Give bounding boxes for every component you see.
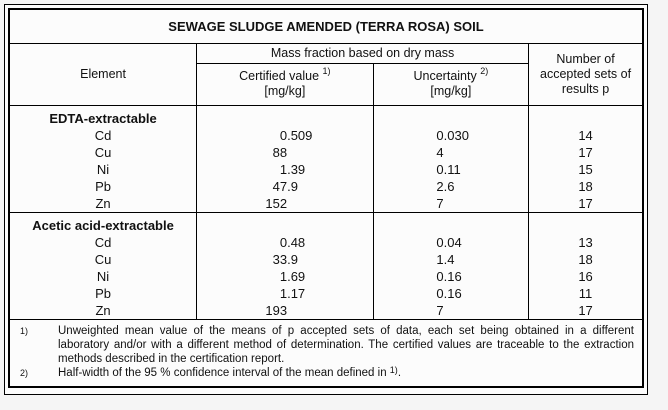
element-cell: Cu xyxy=(9,143,198,161)
element-cell: Pb xyxy=(9,284,198,302)
certified-value-cell: 47.9 xyxy=(196,177,374,195)
column-header-element: Element xyxy=(9,43,198,106)
accepted-sets-cell: 11 xyxy=(578,285,593,301)
accepted-sets-cell: 17 xyxy=(578,144,593,160)
accepted-sets-cell: 18 xyxy=(578,251,593,267)
uncertainty-cell: 7 xyxy=(373,194,530,212)
element-cell: Ni xyxy=(9,267,198,285)
table-row: Ni 1.39 0.11 15 xyxy=(9,160,643,178)
accepted-sets-cell: 14 xyxy=(578,127,593,143)
header-row-group: Element Mass fraction based on dry mass … xyxy=(9,43,643,106)
certified-value-cell xyxy=(196,211,374,234)
title-row: SEWAGE SLUDGE AMENDED (TERRA ROSA) SOIL xyxy=(9,9,643,44)
section-header-row: EDTA-extractable xyxy=(9,105,643,127)
uncertainty-cell: 2.6 xyxy=(373,177,530,195)
table-row: Cd 0.48 0.04 13 xyxy=(9,233,643,251)
header-row-sub: Certified value 1) [mg/kg] Uncertainty 2)… xyxy=(9,63,643,106)
document-frame: SEWAGE SLUDGE AMENDED (TERRA ROSA) SOIL … xyxy=(4,4,648,395)
section-header-row: Acetic acid-extractable xyxy=(9,211,643,234)
certified-value-cell: 33.9 xyxy=(196,250,374,268)
table-row: Zn 193 7 17 xyxy=(9,301,643,319)
element-cell: Cd xyxy=(9,233,198,251)
uncertainty-cell: 0.030 xyxy=(373,126,530,144)
certified-value-cell: 0.48 xyxy=(196,233,374,251)
column-header-accepted-sets: Number of accepted sets of results p xyxy=(528,43,643,106)
table-row: Cu 33.9 1.4 18 xyxy=(9,250,643,268)
uncertainty-cell: 0.11 xyxy=(373,160,530,178)
footnote-reference: 1) xyxy=(389,364,398,375)
column-header-mass-fraction: Mass fraction based on dry mass xyxy=(196,43,530,64)
table-row: Pb 47.9 2.6 18 xyxy=(9,177,643,195)
certified-value-cell: 88 xyxy=(196,143,374,161)
element-cell: Cu xyxy=(9,250,198,268)
certified-values-table: SEWAGE SLUDGE AMENDED (TERRA ROSA) SOIL … xyxy=(8,8,644,388)
uncertainty-cell: 0.16 xyxy=(373,267,530,285)
table-title: SEWAGE SLUDGE AMENDED (TERRA ROSA) SOIL xyxy=(9,9,643,44)
accepted-sets-cell xyxy=(529,105,643,127)
accepted-sets-cell: 13 xyxy=(578,234,593,250)
footnote-reference: 1) xyxy=(322,66,331,76)
element-cell: Pb xyxy=(9,177,198,195)
footnote: 2) Half-width of the 95 % confidence inte… xyxy=(14,364,634,380)
certified-value-cell: 193 xyxy=(196,301,374,319)
uncertainty-cell: 0.16 xyxy=(373,284,530,302)
column-header-certified-value: Certified value 1) [mg/kg] xyxy=(196,63,374,106)
header-label: Uncertainty xyxy=(413,69,481,83)
uncertainty-cell: 7 xyxy=(373,301,530,319)
header-unit: [mg/kg] xyxy=(264,84,306,98)
section-name: Acetic acid-extractable xyxy=(9,211,198,234)
certified-value-cell: 1.39 xyxy=(196,160,374,178)
certified-value-cell xyxy=(196,105,374,127)
uncertainty-cell: 0.04 xyxy=(373,233,530,251)
table-row: Cu 88 4 17 xyxy=(9,143,643,161)
element-cell: Cd xyxy=(9,126,198,144)
table-row: Zn 152 7 17 xyxy=(9,194,643,212)
header-label: Certified value xyxy=(239,69,323,83)
footnote-row: 1) Unweighted mean value of the means of … xyxy=(9,318,643,387)
footnote-marker: 1) xyxy=(20,325,29,336)
uncertainty-cell: 4 xyxy=(373,143,530,161)
certified-value-cell: 1.69 xyxy=(196,267,374,285)
table-row: Ni 1.69 0.16 16 xyxy=(9,267,643,285)
element-cell: Zn xyxy=(9,194,198,212)
footnote: 1) Unweighted mean value of the means of … xyxy=(14,324,634,366)
element-cell: Ni xyxy=(9,160,198,178)
certified-value-cell: 0.509 xyxy=(196,126,374,144)
footnote-marker: 2) xyxy=(20,367,29,378)
accepted-sets-cell: 17 xyxy=(578,302,593,318)
footnotes: 1) Unweighted mean value of the means of … xyxy=(9,318,643,387)
table-body: EDTA-extractable Cd 0.509 0.030 14 Cu 88 4 17 Ni 1… xyxy=(9,105,643,319)
accepted-sets-cell: 16 xyxy=(578,268,593,284)
column-header-uncertainty: Uncertainty 2) [mg/kg] xyxy=(373,63,530,106)
footnote-reference: 2) xyxy=(480,66,489,76)
certified-value-cell: 1.17 xyxy=(196,284,374,302)
table-row: Cd 0.509 0.030 14 xyxy=(9,126,643,144)
accepted-sets-cell: 15 xyxy=(578,161,593,177)
uncertainty-cell xyxy=(373,105,530,127)
element-cell: Zn xyxy=(9,301,198,319)
footnote-text: Half-width of the 95 % confidence interv… xyxy=(58,364,402,379)
uncertainty-cell: 1.4 xyxy=(373,250,530,268)
uncertainty-cell xyxy=(373,211,530,234)
table-row: Pb 1.17 0.16 11 xyxy=(9,284,643,302)
footnote-text: Unweighted mean value of the means of p … xyxy=(58,324,634,365)
section-name: EDTA-extractable xyxy=(9,105,198,127)
certified-value-cell: 152 xyxy=(196,194,374,212)
accepted-sets-cell xyxy=(528,211,643,234)
accepted-sets-cell: 17 xyxy=(578,195,593,211)
header-unit: [mg/kg] xyxy=(430,84,472,98)
accepted-sets-cell: 18 xyxy=(578,178,593,194)
